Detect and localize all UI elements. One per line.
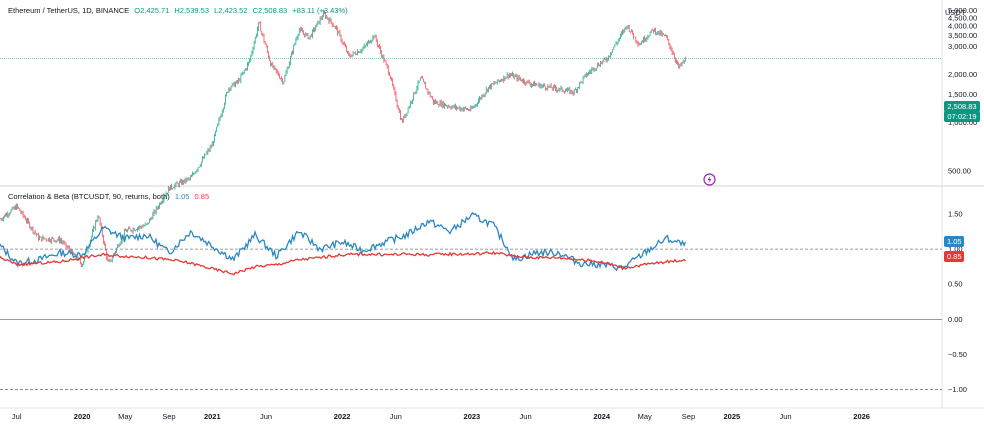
beta-line (0, 211, 687, 272)
indicator-tick-label: 1.00 (948, 245, 963, 254)
time-tick-label: 2022 (334, 412, 351, 421)
time-tick-label: May (118, 412, 132, 421)
correlation-line (0, 250, 686, 276)
price-tick-label: 5,000.00 (948, 6, 977, 15)
price-tick-label: 1,000.00 (948, 118, 977, 127)
price-series (0, 9, 686, 268)
indicator-value-corr: 0.85 (194, 192, 210, 201)
indicator-tick-label: 0.00 (948, 315, 963, 324)
ohlc-change: +83.11 (+3.43%) (292, 6, 348, 15)
symbol-title[interactable]: Ethereum / TetherUS, 1D, BINANCE (8, 6, 130, 15)
time-tick-label: Sep (162, 412, 175, 421)
countdown-tag: 07:02:19 (944, 111, 980, 122)
time-tick-label: 2020 (74, 412, 91, 421)
time-tick-label: Jun (779, 412, 791, 421)
time-tick-label: Jun (520, 412, 532, 421)
ohlc-low: L2,423.52 (214, 6, 248, 15)
time-tick-label: 2024 (593, 412, 611, 421)
indicator-tick-label: −0.50 (948, 350, 967, 359)
axes: 500.00 1,000.00 1,500.00 2,000.00 3,000.00 3,… (12, 6, 977, 421)
price-tick-label: 4,500.00 (948, 14, 977, 23)
time-tick-label: Jun (390, 412, 402, 421)
time-tick-label: 2023 (464, 412, 481, 421)
indicator-series (0, 211, 687, 276)
price-tick-label: 500.00 (948, 166, 971, 175)
price-tick-label: 2,000.00 (948, 70, 977, 79)
time-tick-label: 2025 (723, 412, 740, 421)
time-tick-label: 2026 (853, 412, 870, 421)
time-tick-label: May (638, 412, 652, 421)
ohlc-close: C2,508.83 (252, 6, 288, 15)
time-tick-label: Jun (260, 412, 272, 421)
currency-label: USDT (945, 8, 966, 17)
indicator-title[interactable]: Correlation & Beta (BTCUSDT, 90, returns… (8, 192, 170, 201)
indicator-value-beta: 1.05 (174, 192, 190, 201)
indicator-legend: Correlation & Beta (BTCUSDT, 90, returns… (8, 192, 212, 201)
price-legend: Ethereum / TetherUS, 1D, BINANCE O2,425.… (8, 6, 351, 15)
ohlc-high: H2,539.53 (174, 6, 210, 15)
indicator-tick-label: −1.00 (948, 385, 967, 394)
last-price-tag: 2,508.83 (944, 101, 980, 112)
time-tick-label: Sep (682, 412, 695, 421)
ohlc-open: O2,425.71 (134, 6, 170, 15)
indicator-tick-label: 0.50 (948, 280, 963, 289)
lightning-icon[interactable] (703, 173, 716, 186)
price-tick-label: 1,500.00 (948, 90, 977, 99)
corr-value-tag: 0.85 (944, 251, 964, 262)
time-tick-label: 2021 (204, 412, 221, 421)
price-tick-label: 4,000.00 (948, 22, 977, 31)
price-tick-label: 3,000.00 (948, 42, 977, 51)
time-tick-label: Jul (12, 412, 22, 421)
beta-value-tag: 1.05 (944, 236, 964, 247)
price-tick-label: 3,500.00 (948, 31, 977, 40)
indicator-tick-label: 1.50 (948, 210, 963, 219)
